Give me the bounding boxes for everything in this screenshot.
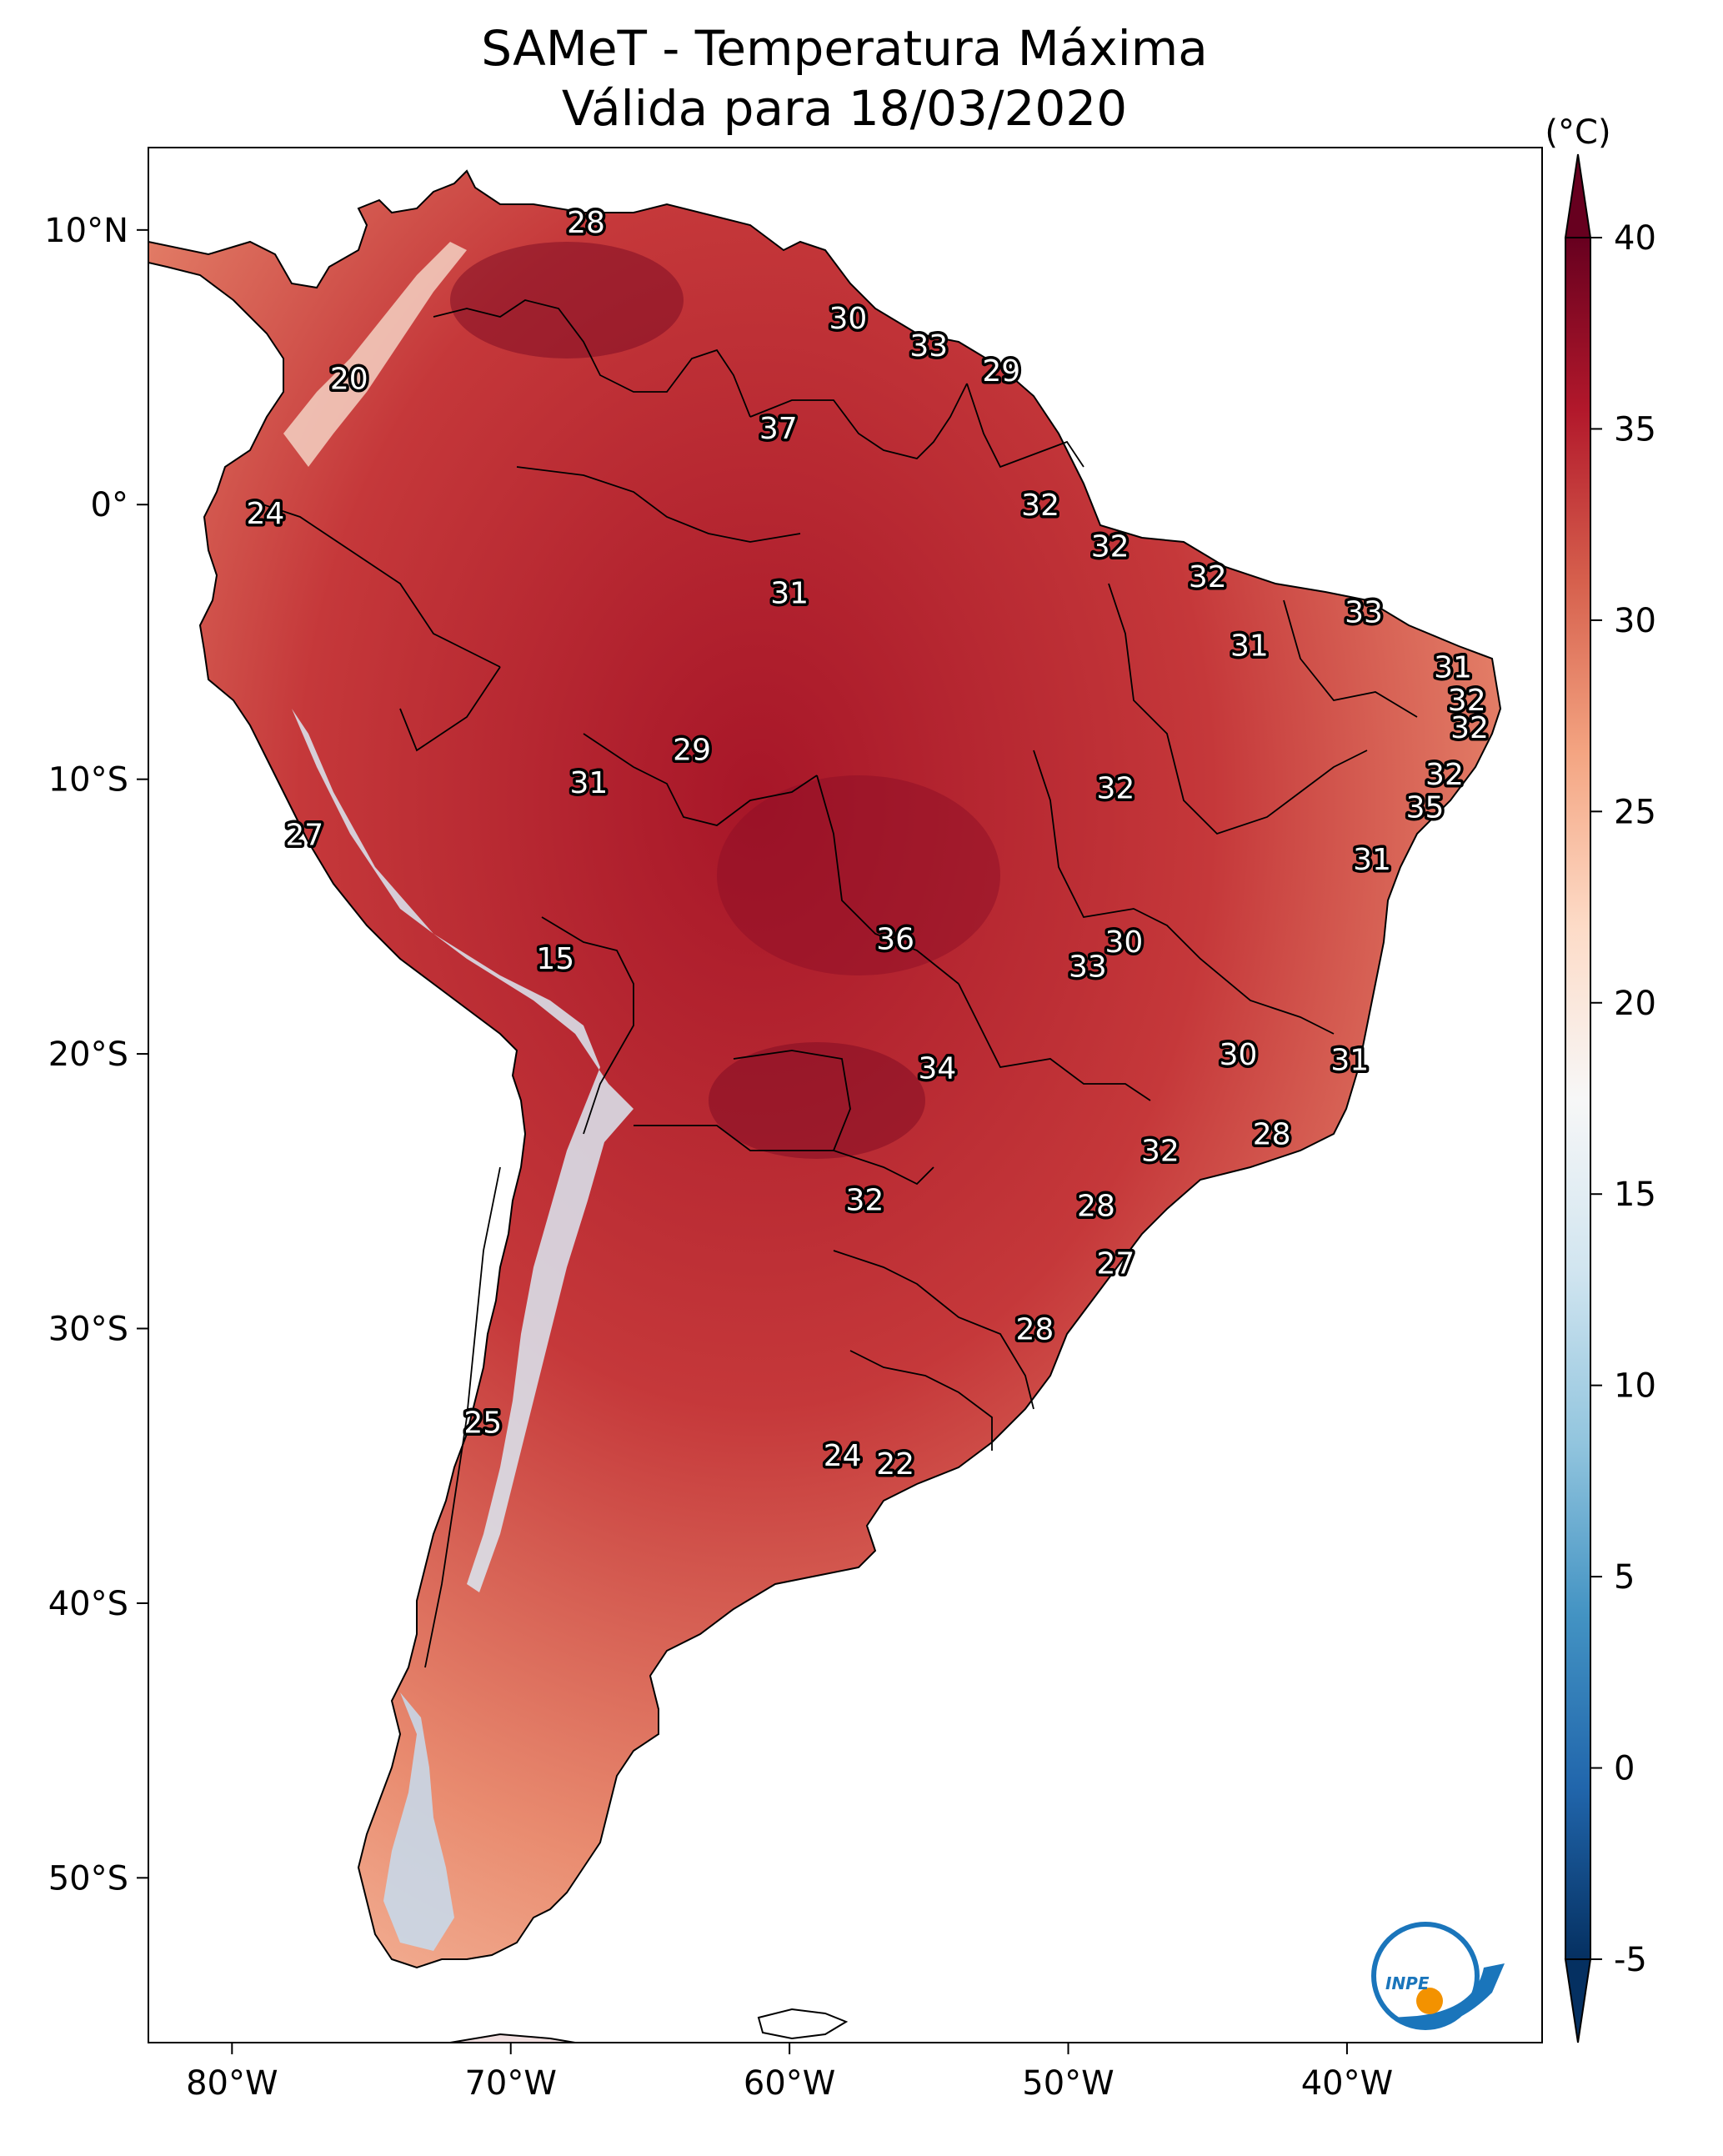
station-temp-label: 28 <box>567 206 605 240</box>
station-temp-label: 30 <box>829 302 867 336</box>
falkland-islands <box>757 2008 849 2040</box>
colorbar-tick-label: 40 <box>1614 219 1656 258</box>
colorbar-tick-label: -5 <box>1614 1941 1647 1979</box>
colorbar-tick-label: 20 <box>1614 985 1656 1023</box>
station-temp-label: 32 <box>1425 758 1464 792</box>
station-temp-label: 31 <box>1353 843 1391 877</box>
lat-tick-label: 20°S <box>48 1035 128 1074</box>
colorbar-tick-label: 0 <box>1614 1750 1635 1788</box>
inpe-logo: INPE <box>1371 1922 1505 2030</box>
station-temp-label: 32 <box>1450 711 1489 745</box>
colorbar-ticks: 40 35 30 25 20 15 10 5 0 -5 <box>1590 219 1656 1979</box>
colombia-andes-region <box>283 242 467 467</box>
station-temp-label: 32 <box>846 1184 884 1218</box>
station-temp-label: 29 <box>982 354 1020 389</box>
station-temp-label: 32 <box>1091 530 1129 564</box>
station-temp-label: 31 <box>569 766 608 800</box>
station-temp-label: 29 <box>673 733 711 767</box>
logo-swoosh-arrow-icon <box>1392 1963 1505 2026</box>
lon-tick-label: 40°W <box>1301 2064 1393 2103</box>
tierra-del-fuego <box>449 2033 581 2043</box>
station-temp-label: 31 <box>1434 651 1472 685</box>
lat-tick-label: 10°N <box>44 212 128 250</box>
station-temp-label: 33 <box>909 329 948 364</box>
station-temp-label: 32 <box>1448 684 1486 718</box>
station-temp-label: 31 <box>770 577 809 611</box>
station-temp-label: 31 <box>1330 1044 1369 1078</box>
station-temp-label: 28 <box>1253 1118 1291 1152</box>
longitude-axis: 80°W 70°W 60°W 50°W 40°W <box>186 2043 1393 2103</box>
colorbar-tick-label: 25 <box>1614 793 1656 831</box>
station-temp-label: 32 <box>1021 489 1059 523</box>
station-temp-label: 32 <box>1141 1134 1180 1168</box>
country-borders <box>249 299 1418 1668</box>
colorbar-tick-label: 5 <box>1614 1558 1635 1597</box>
lon-tick-label: 60°W <box>744 2064 835 2103</box>
colorbar-tick-label: 30 <box>1614 602 1656 640</box>
logo-ring <box>1371 1922 1480 2030</box>
station-temp-label: 30 <box>1104 925 1143 960</box>
map-title-line-1: SAMeT - Temperatura Máxima <box>481 20 1208 77</box>
station-temp-label: 35 <box>1406 791 1445 825</box>
station-temp-label: 32 <box>1189 560 1227 594</box>
hot-core-chaco <box>709 1042 925 1159</box>
station-temp-label: 36 <box>876 923 914 957</box>
lat-tick-label: 50°S <box>48 1859 128 1898</box>
patagonia-cool-region <box>383 1692 454 1951</box>
lon-tick-label: 50°W <box>1022 2064 1114 2103</box>
lon-tick-label: 70°W <box>464 2064 556 2103</box>
station-temp-label: 31 <box>1230 629 1269 663</box>
hot-core-mato-grosso <box>717 775 1000 975</box>
station-temp-label: 32 <box>1096 772 1134 806</box>
colorbar-tick-label: 10 <box>1614 1367 1656 1406</box>
latitude-axis: 10°N 0° 10°S 20°S 30°S 40°S 50°S <box>44 212 148 1898</box>
lat-tick-label: 30°S <box>48 1311 128 1349</box>
colorbar-tick-label: 15 <box>1614 1176 1656 1214</box>
station-temp-label: 22 <box>876 1447 914 1482</box>
station-temp-label: 25 <box>463 1406 502 1441</box>
station-temp-label: 33 <box>1069 950 1107 985</box>
station-temp-label: 37 <box>759 412 798 446</box>
lat-tick-label: 10°S <box>48 761 128 800</box>
station-temp-label: 28 <box>1015 1313 1054 1347</box>
station-temp-label: 24 <box>824 1439 862 1473</box>
map-frame <box>148 147 1543 2043</box>
colorbar-bottom-extend-arrow <box>1564 1958 1592 2043</box>
colorbar: (°C) 40 35 30 25 20 15 10 5 0 -5 <box>1545 113 1656 2043</box>
station-temp-label: 24 <box>247 497 285 531</box>
station-temp-label: 28 <box>1077 1189 1115 1223</box>
lat-tick-label: 40°S <box>48 1585 128 1623</box>
station-temp-label: 20 <box>330 363 368 397</box>
lon-tick-label: 80°W <box>186 2064 278 2103</box>
station-temp-label: 34 <box>918 1052 956 1086</box>
logo-text: INPE <box>1385 1973 1430 1993</box>
colorbar-bar <box>1565 237 1591 1960</box>
map-title-line-2: Válida para 18/03/2020 <box>562 80 1127 137</box>
station-temp-label: 33 <box>1345 596 1383 630</box>
colorbar-top-extend-arrow <box>1564 153 1592 238</box>
colorbar-unit-label: (°C) <box>1545 113 1610 152</box>
colorbar-tick-label: 35 <box>1614 410 1656 449</box>
station-temp-label: 15 <box>536 942 574 976</box>
lat-tick-label: 0° <box>91 486 128 524</box>
station-temp-label: 30 <box>1220 1038 1258 1072</box>
hot-core-venezuela <box>450 242 684 358</box>
station-temp-label: 27 <box>285 819 323 853</box>
station-temp-label: 27 <box>1096 1246 1134 1281</box>
logo-sun-icon <box>1416 1988 1443 2014</box>
